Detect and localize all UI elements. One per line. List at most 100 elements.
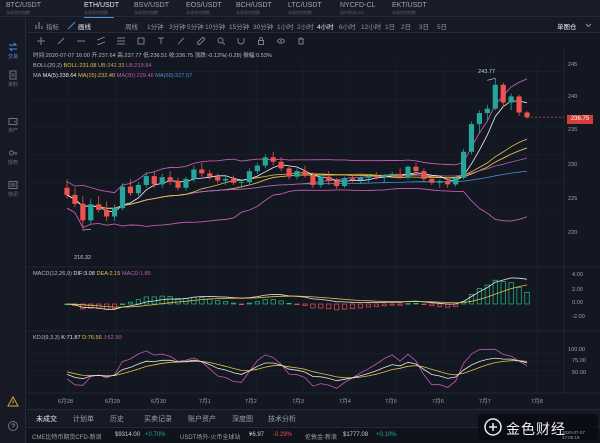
help-icon[interactable] (7, 420, 19, 432)
fibonacci-icon[interactable] (117, 37, 125, 45)
candle-body (405, 166, 411, 178)
rectangle-icon[interactable] (137, 37, 145, 45)
ticker-bsv[interactable]: BSV/USDT 永续合约指数 (134, 2, 194, 15)
exchange-icon (8, 42, 18, 52)
period-option[interactable]: 12小时 (361, 24, 382, 31)
crosshair-icon[interactable] (37, 37, 45, 45)
kdj-info: KDJ(9,3,3) K:71.87 D:76.56 J:62.50 (33, 335, 122, 342)
period-option[interactable]: 1分钟 (147, 24, 164, 31)
sidebar-item-auth[interactable]: 授权 (0, 145, 26, 173)
kdj-name: KDJ(9,3,3) (33, 335, 60, 341)
period-option[interactable]: 4小时 (317, 24, 334, 31)
document-icon (9, 70, 17, 80)
macd-tick: 4.00 (572, 272, 583, 278)
tab-plan-orders[interactable]: 计划单 (73, 416, 94, 423)
candle-body (500, 84, 506, 103)
candle-body (96, 204, 102, 210)
candle-body (104, 209, 110, 217)
draw-line-icon (67, 21, 76, 30)
trend-line-icon[interactable] (57, 37, 65, 45)
ticker-bch[interactable]: BCH/USDT 永续合约指数 (236, 2, 296, 15)
time-tick: 7月6 (432, 399, 444, 405)
candle-body (310, 175, 316, 185)
tab-depth-chart[interactable]: 深度图 (232, 416, 253, 423)
tab-technical-analysis[interactable]: 技术分析 (268, 416, 296, 423)
candle-body (278, 161, 284, 169)
period-option[interactable]: 5日 (437, 24, 448, 31)
warning-icon[interactable] (7, 396, 19, 408)
period-option[interactable]: 1日 (385, 24, 396, 31)
period-option[interactable]: 2日 (401, 24, 412, 31)
ticker-sub: 永续合约指数 (288, 10, 312, 15)
ticker-ltc[interactable]: LTC/USDT 永续合约指数 (288, 2, 348, 15)
macd-bar (286, 303, 292, 305)
draw-line-button[interactable]: 画线 (78, 24, 91, 31)
period-option[interactable]: 30分钟 (253, 24, 274, 31)
macd-bar (262, 299, 268, 305)
tab-account-assets[interactable]: 账户资产 (188, 416, 216, 423)
tab-trade-records[interactable]: 买卖记录 (144, 416, 172, 423)
ticker-eos[interactable]: EOS/USDT 永续合约指数 (186, 2, 246, 15)
period-option[interactable]: 1小时 (277, 24, 294, 31)
ticker-ekt[interactable]: EKT/USDT 永续合约指数 (392, 2, 452, 15)
status-item-change: -0.29% (273, 432, 293, 438)
ticker-nycfd[interactable]: NYCFD-CL 纽约原油CFD (340, 2, 400, 15)
period-option[interactable]: 5分钟 (187, 24, 204, 31)
low-marker (82, 228, 91, 231)
zoom-icon[interactable] (217, 37, 225, 45)
period-option[interactable]: 3日 (419, 24, 430, 31)
ticker-btc[interactable]: BTC/USDT 永续合约指数 (6, 2, 66, 15)
ticker-symbol: BTC/USDT (6, 2, 41, 9)
macd-dea: DEA:2.15 (96, 271, 121, 277)
macd-bar (302, 303, 308, 306)
macd-bar (231, 302, 237, 305)
chart-canvas[interactable] (27, 48, 600, 412)
period-option[interactable]: 3分钟 (169, 24, 186, 31)
time-tick: 7月1 (199, 399, 211, 405)
ticker-eth[interactable]: ETH/USDT 永续合约指数 (84, 2, 144, 18)
time-tick: 7月3 (292, 399, 304, 405)
kdj-tick: 50.00 (572, 370, 586, 376)
indicator-button[interactable]: 指标 (46, 24, 59, 31)
kdj-j: J:62.50 (103, 335, 122, 341)
logo-time: 2020-07-07 17:00:19 (562, 430, 586, 440)
time-tick: 7月2 (245, 399, 257, 405)
magnet-icon[interactable] (237, 37, 245, 45)
sidebar-item-news[interactable]: 快讯 (0, 177, 26, 205)
kline-chart[interactable]: 时间:2020-07-07 16:00 开:237.64 高:237.77 低:… (27, 48, 600, 412)
sidebar-item-assets[interactable]: 资产 (0, 113, 26, 141)
candle-body (72, 194, 78, 204)
ticker-sub: 永续合约指数 (186, 10, 210, 15)
trash-icon[interactable] (297, 37, 305, 45)
period-option[interactable]: 10分钟 (205, 24, 226, 31)
period-option[interactable]: 周线 (125, 24, 138, 31)
candle-body (230, 178, 237, 183)
candle-body (175, 181, 181, 188)
period-option[interactable]: 15分钟 (229, 24, 250, 31)
period-option[interactable]: 2小时 (297, 24, 314, 31)
boll-value: BOLL:231.08 (63, 63, 97, 69)
brush-icon[interactable] (177, 37, 185, 45)
macd-bar (294, 303, 300, 305)
period-option[interactable]: 6小时 (339, 24, 356, 31)
candle-body (215, 176, 221, 181)
eye-icon[interactable] (277, 37, 285, 45)
chart-mode-button[interactable]: 单图仓 (557, 24, 577, 31)
time-tick: 6月29 (105, 399, 120, 405)
sidebar-item-data[interactable]: 资料 (0, 67, 26, 95)
tab-history[interactable]: 历史 (110, 416, 124, 423)
high-marker (487, 78, 496, 81)
ticker-symbol: LTC/USDT (288, 2, 322, 9)
lock-icon[interactable] (257, 37, 265, 45)
tab-open-orders[interactable]: 未成交 (36, 416, 57, 423)
candle-body (64, 187, 70, 195)
horizontal-line-icon[interactable] (77, 37, 85, 45)
candle-body (468, 124, 475, 152)
macd-bar (278, 300, 284, 305)
channel-icon[interactable] (97, 37, 105, 45)
candle-body (159, 177, 165, 185)
text-tool-icon[interactable] (157, 37, 165, 45)
sidebar-item-trade[interactable]: 交易 (0, 39, 26, 67)
high-price-label: 243.77 (478, 69, 496, 75)
measure-icon[interactable] (197, 37, 205, 45)
